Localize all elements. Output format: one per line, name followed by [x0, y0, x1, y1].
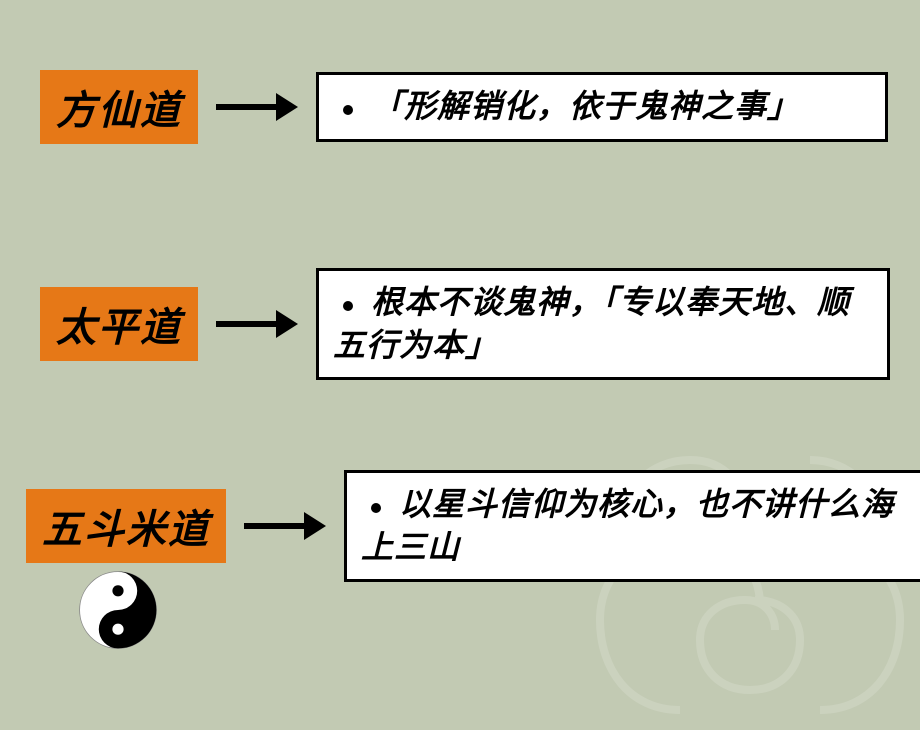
description-fangxiandao: 「形解销化，依于鬼神之事」 [316, 72, 888, 141]
description-taipingdao: 根本不谈鬼神，「专以奉天地、顺五行为本」 [316, 268, 890, 380]
description-wudoumidao: 以星斗信仰为核心，也不讲什么海上三山 [344, 470, 920, 582]
arrow-icon [244, 512, 326, 540]
yinyang-icon [78, 570, 158, 650]
description-text: 「形解销化，依于鬼神之事」 [371, 88, 800, 124]
description-text: 以星斗信仰为核心，也不讲什么海上三山 [361, 486, 894, 565]
diagram-row-1: 方仙道 「形解销化，依于鬼神之事」 [40, 70, 888, 144]
arrow-icon [216, 310, 298, 338]
label-fangxiandao: 方仙道 [40, 70, 198, 144]
description-text: 根本不谈鬼神，「专以奉天地、顺五行为本」 [333, 284, 850, 363]
label-taipingdao: 太平道 [40, 287, 198, 361]
arrow-icon [216, 93, 298, 121]
diagram-row-2: 太平道 根本不谈鬼神，「专以奉天地、顺五行为本」 [40, 268, 890, 380]
diagram-row-3: 五斗米道 以星斗信仰为核心，也不讲什么海上三山 [26, 470, 920, 582]
label-wudoumidao: 五斗米道 [26, 489, 226, 563]
